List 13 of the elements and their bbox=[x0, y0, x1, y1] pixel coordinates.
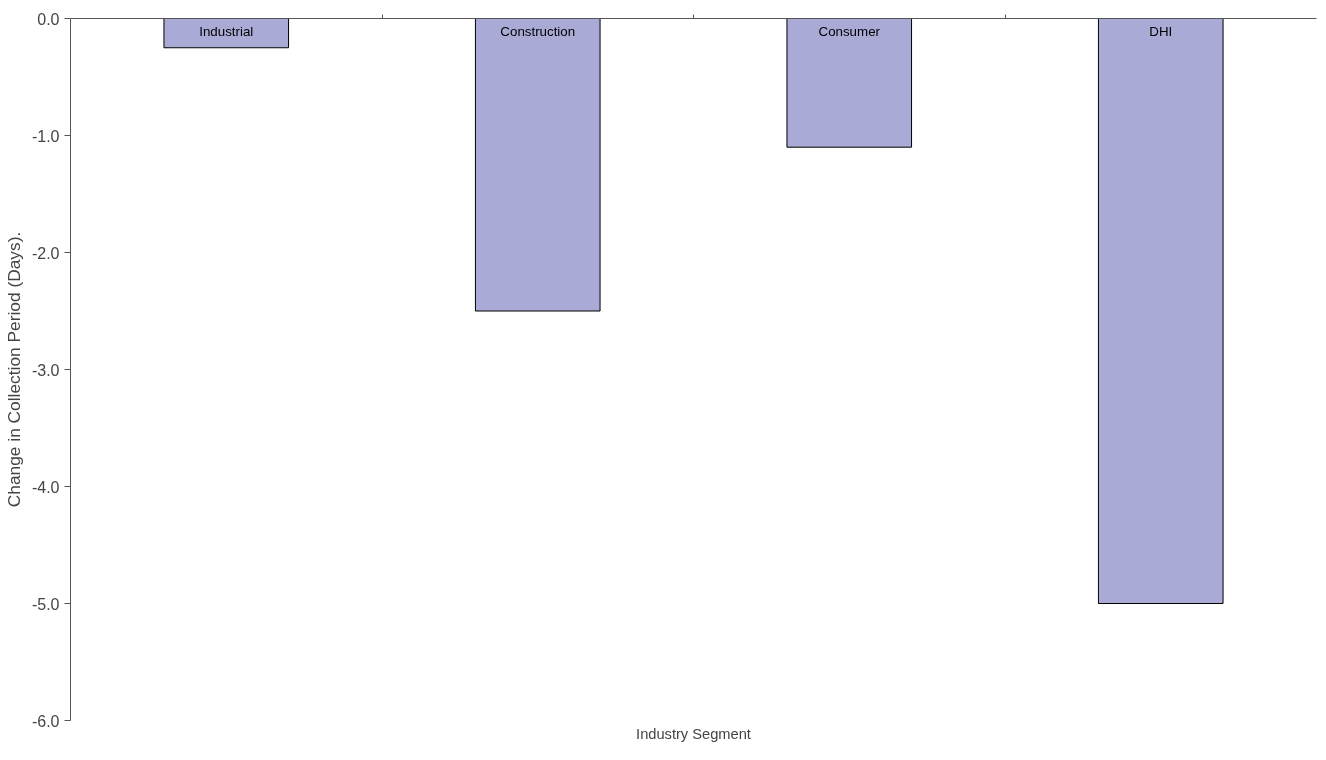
y-axis-title: Change in Collection Period (Days). bbox=[3, 231, 24, 508]
y-tick-label: -2.0 bbox=[31, 244, 60, 262]
y-tick-label: -4.0 bbox=[31, 478, 60, 496]
y-tick-label: -5.0 bbox=[31, 595, 60, 613]
y-tick-label: -1.0 bbox=[31, 127, 60, 145]
y-tick-label: -6.0 bbox=[31, 712, 60, 730]
x-axis-title: Industry Segment bbox=[636, 725, 751, 742]
x-tick-label: Industrial bbox=[199, 23, 254, 39]
x-tick-label: DHI bbox=[1149, 23, 1173, 39]
x-tick-label: Construction bbox=[500, 23, 576, 39]
y-tick-label: 0.0 bbox=[37, 10, 60, 28]
x-tick-label: Consumer bbox=[818, 23, 881, 39]
y-tick-label: -3.0 bbox=[31, 361, 60, 379]
